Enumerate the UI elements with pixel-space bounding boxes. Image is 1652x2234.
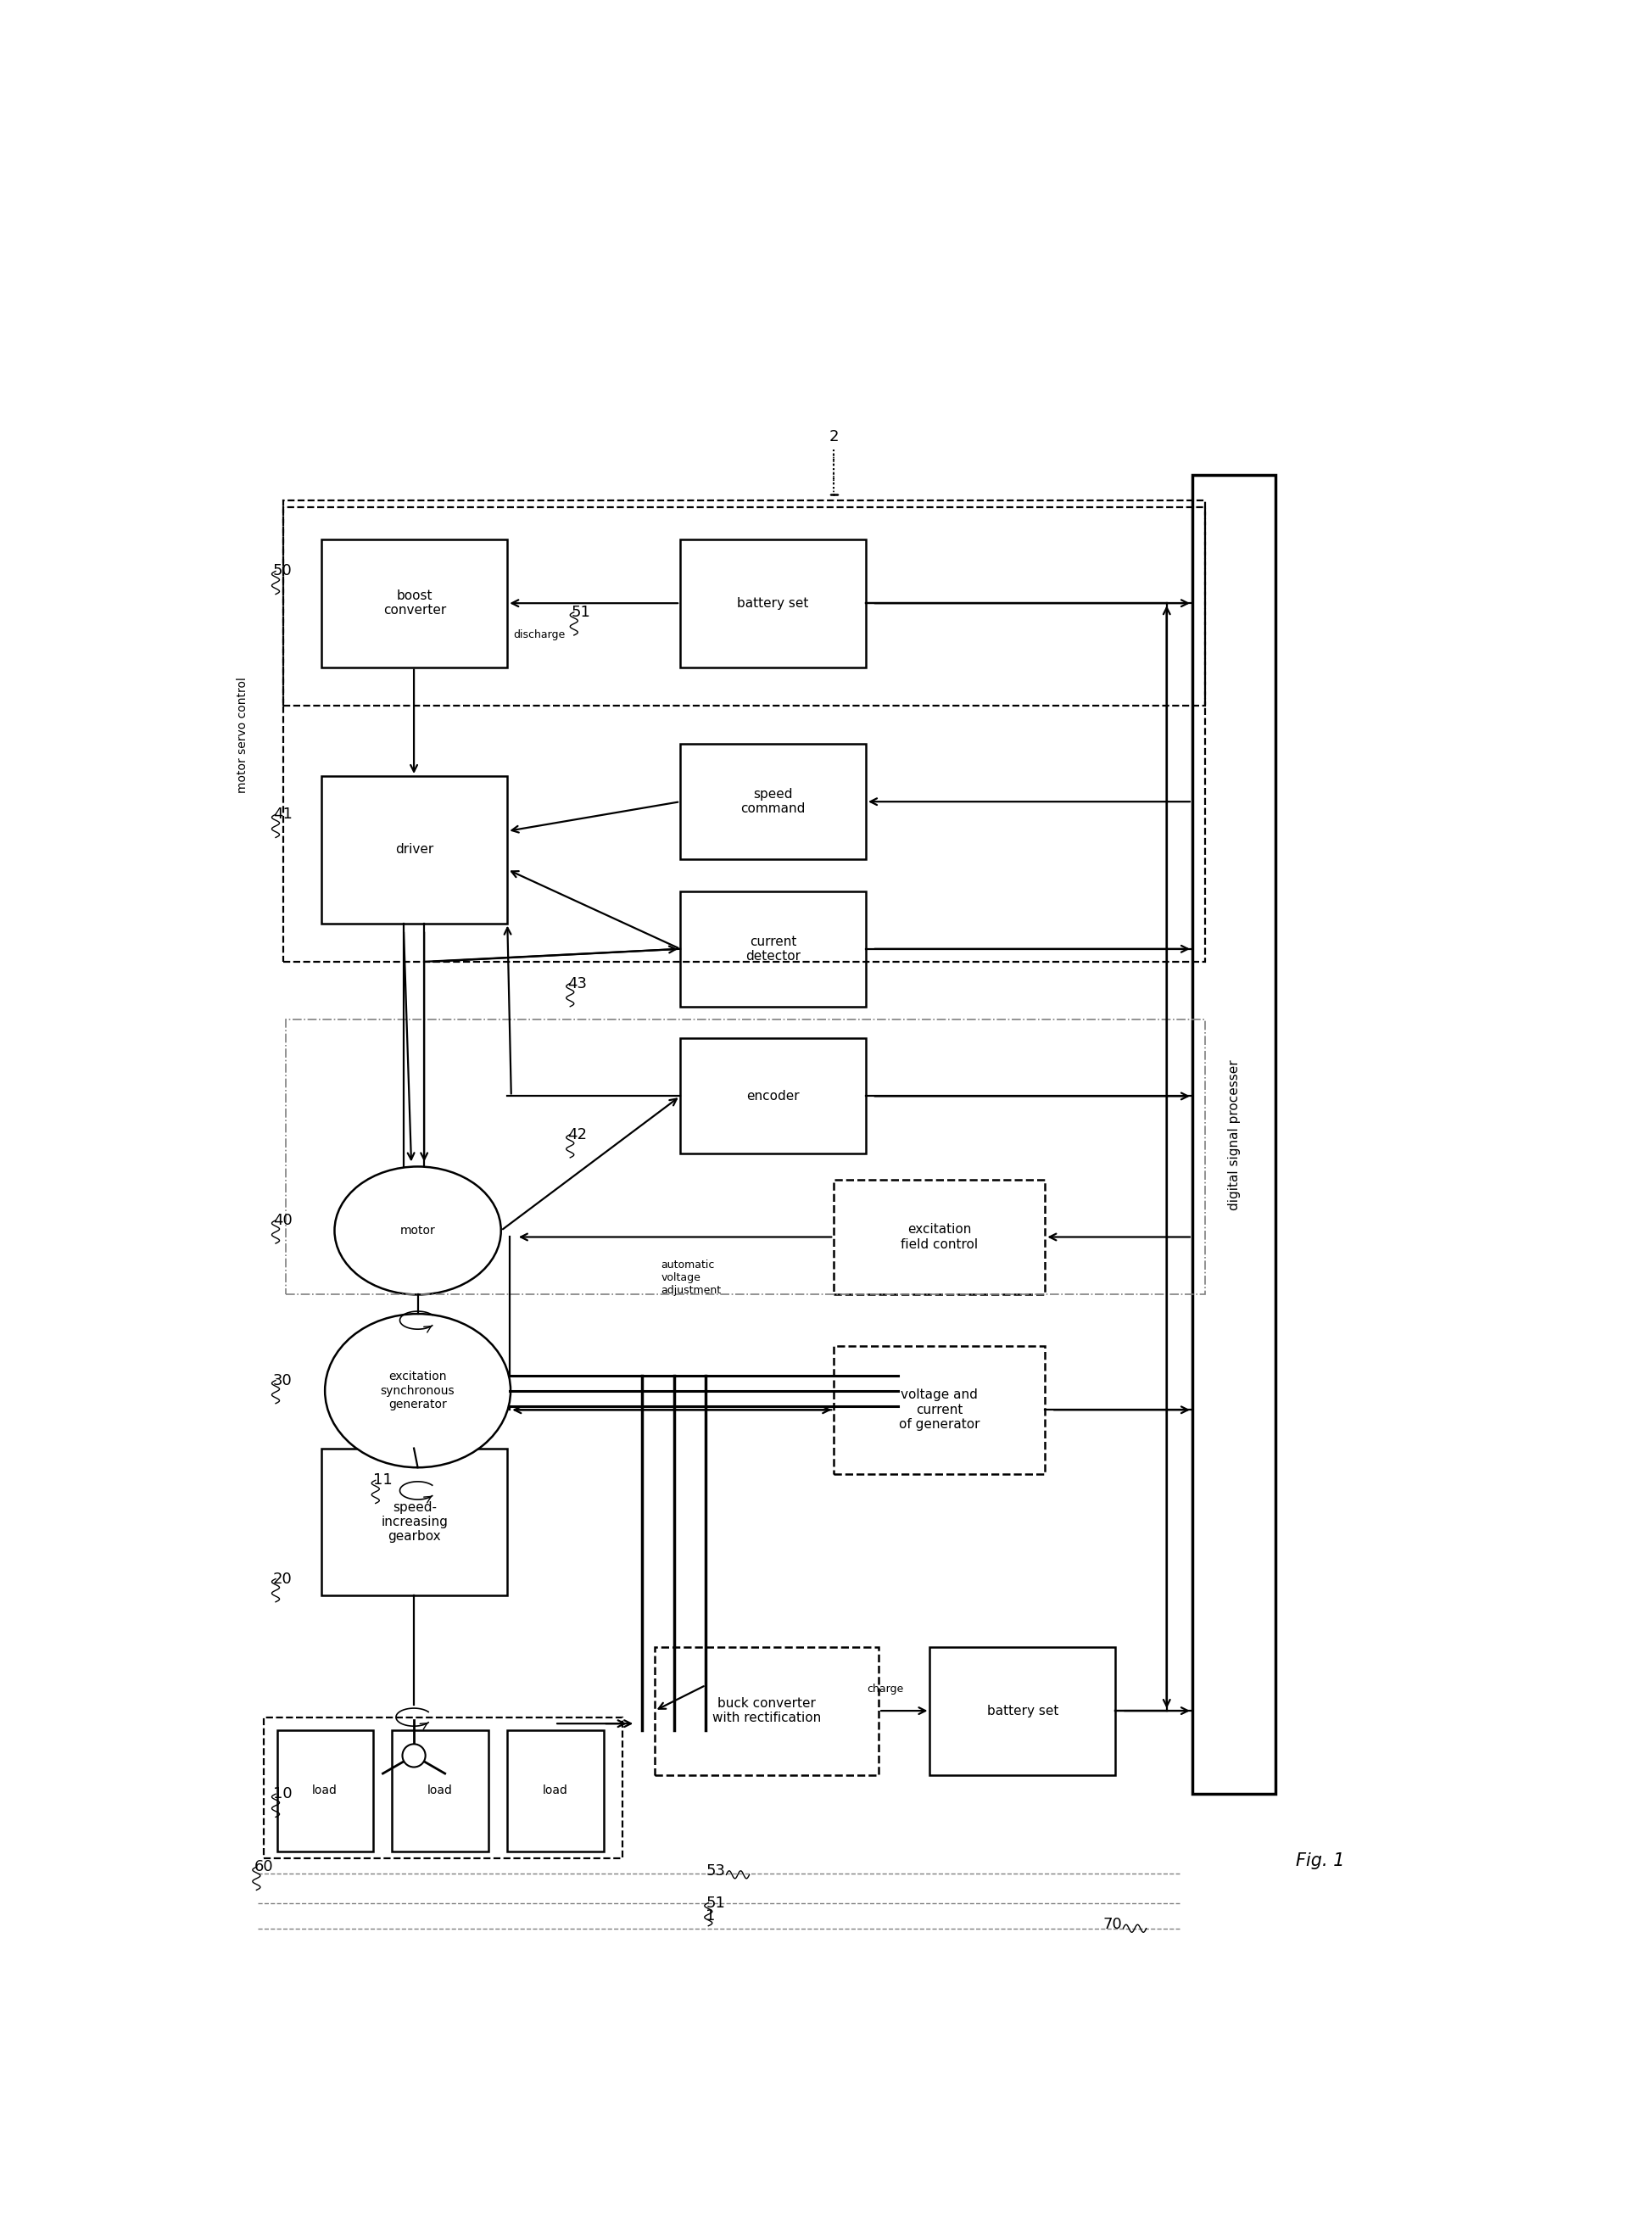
Text: 30: 30	[273, 1372, 292, 1387]
Text: 2: 2	[829, 429, 839, 445]
Text: digital signal processer: digital signal processer	[1227, 1059, 1241, 1211]
Text: load: load	[544, 1785, 568, 1796]
Bar	[284, 500, 1204, 706]
Bar	[286, 1019, 1206, 1296]
Bar	[681, 538, 866, 668]
Text: excitation
synchronous
generator: excitation synchronous generator	[380, 1372, 454, 1410]
Circle shape	[403, 1745, 426, 1767]
Text: 60: 60	[254, 1859, 273, 1874]
Text: buck converter
with rectification: buck converter with rectification	[712, 1698, 821, 1725]
Text: 70: 70	[1104, 1917, 1122, 1932]
Bar	[654, 1646, 879, 1774]
Text: speed
command: speed command	[740, 789, 806, 815]
Text: encoder: encoder	[747, 1090, 800, 1104]
Text: excitation
field control: excitation field control	[900, 1224, 978, 1251]
Bar	[1193, 476, 1275, 1794]
Bar	[507, 1729, 603, 1852]
Text: 50: 50	[273, 563, 292, 579]
Ellipse shape	[334, 1166, 501, 1296]
Text: 1: 1	[705, 1908, 715, 1923]
Bar	[930, 1646, 1115, 1774]
Bar	[834, 1180, 1046, 1296]
Bar	[322, 1448, 507, 1595]
Bar	[284, 507, 1204, 961]
Ellipse shape	[325, 1314, 510, 1468]
Text: voltage and
current
of generator: voltage and current of generator	[899, 1390, 980, 1432]
Bar	[681, 1039, 866, 1153]
Text: load: load	[312, 1785, 337, 1796]
Text: speed-
increasing
gearbox: speed- increasing gearbox	[382, 1501, 448, 1544]
Text: current
detector: current detector	[745, 936, 801, 963]
Text: load: load	[428, 1785, 453, 1796]
Text: 41: 41	[273, 806, 292, 822]
Text: motor: motor	[400, 1224, 436, 1238]
Text: boost
converter: boost converter	[383, 590, 446, 617]
Text: 42: 42	[568, 1126, 586, 1142]
Text: 10: 10	[273, 1787, 292, 1801]
Text: 43: 43	[568, 976, 586, 992]
Bar	[681, 744, 866, 860]
Text: discharge: discharge	[514, 630, 565, 641]
Bar	[392, 1729, 489, 1852]
Text: battery set: battery set	[737, 596, 809, 610]
Text: Fig. 1: Fig. 1	[1295, 1852, 1345, 1870]
Text: motor servo control: motor servo control	[236, 677, 248, 793]
Bar	[681, 891, 866, 1008]
Text: 11: 11	[373, 1472, 392, 1488]
Text: battery set: battery set	[986, 1705, 1059, 1718]
Text: automatic
voltage
adjustment: automatic voltage adjustment	[661, 1260, 722, 1296]
Text: 53: 53	[705, 1863, 725, 1879]
Text: 51: 51	[572, 605, 591, 619]
Bar	[322, 538, 507, 668]
Bar	[834, 1345, 1046, 1474]
Text: 51: 51	[705, 1894, 725, 1910]
Text: charge: charge	[867, 1684, 904, 1696]
Text: 40: 40	[273, 1213, 292, 1229]
Bar	[322, 775, 507, 923]
Text: 20: 20	[273, 1571, 292, 1586]
Bar	[264, 1718, 623, 1859]
Bar	[278, 1729, 373, 1852]
Text: driver: driver	[395, 842, 434, 856]
